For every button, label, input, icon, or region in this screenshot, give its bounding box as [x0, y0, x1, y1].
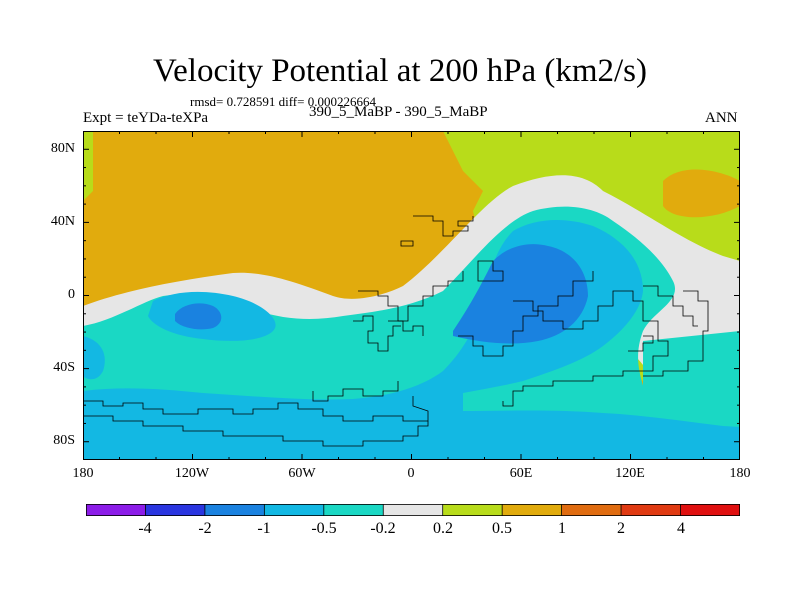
colorbar-box-gt-4 — [680, 504, 740, 516]
season-label: ANN — [705, 110, 738, 126]
coastline-2 — [83, 415, 429, 447]
coastline-7 — [400, 240, 414, 247]
x-tick-60w: 60W — [288, 466, 316, 481]
y-tick-40n: 40N — [50, 214, 75, 229]
plot-title: Velocity Potential at 200 hPa (km2/s) — [152, 53, 648, 89]
colorbar-label-n05: -0.5 — [311, 520, 337, 537]
y-tick-40s: 40S — [53, 360, 75, 375]
contour-map — [83, 131, 740, 460]
colorbar-box-n4-n2 — [145, 504, 205, 516]
tick-marks — [83, 131, 740, 460]
coastline-14 — [388, 271, 464, 322]
contour-band-n2-n1-sw — [175, 303, 222, 330]
y-tick-80s: 80S — [53, 433, 75, 448]
colorbar-box-05-1 — [502, 504, 562, 516]
colorbar-label-n2: -2 — [198, 520, 212, 537]
colorbar-label-02: 0.2 — [433, 520, 453, 537]
x-tick-120w: 120W — [174, 466, 210, 481]
colorbar — [86, 503, 741, 516]
case-label: 390_5_MaBP - 390_5_MaBP — [309, 104, 488, 120]
coastline-4 — [353, 315, 401, 352]
coastline-1 — [83, 396, 429, 422]
colorbar-label-4: 4 — [677, 520, 685, 537]
colorbar-box-lt-n4 — [86, 504, 146, 516]
contour-band-05-1-ne — [663, 169, 740, 218]
y-tick-80n: 80N — [50, 141, 75, 156]
contour-band-n2-n1-ne — [453, 244, 588, 344]
colorbar-label-n1: -1 — [257, 520, 271, 537]
coastline-10 — [458, 271, 594, 357]
colorbar-box-n05-n02 — [323, 504, 384, 516]
x-tick-180e: 180 — [729, 466, 751, 481]
stats-label: rmsd= 0.728591 diff= 0.000226664 — [190, 94, 376, 109]
colorbar-label-2: 2 — [617, 520, 625, 537]
experiment-label: Expt = teYDa-teXPa — [83, 110, 209, 126]
coastlines — [83, 215, 709, 447]
colorbar-box-n2-n1 — [204, 504, 265, 516]
coastline-6 — [413, 215, 474, 237]
colorbar-label-1: 1 — [558, 520, 566, 537]
colorbar-label-n4: -4 — [138, 520, 152, 537]
colorbar-label-n02: -0.2 — [370, 520, 396, 537]
colorbar-box-02-05 — [442, 504, 503, 516]
colorbar-label-05: 0.5 — [492, 520, 512, 537]
colorbar-box-1-2 — [561, 504, 622, 516]
x-tick-0: 0 — [407, 466, 415, 481]
x-tick-120e: 120E — [615, 466, 645, 481]
coastline-8 — [477, 260, 504, 282]
coastline-11 — [643, 285, 698, 327]
coastline-12 — [643, 290, 709, 377]
coastline-3 — [312, 381, 399, 402]
colorbar-box-2-4 — [621, 504, 681, 516]
contour-band-02-05-west — [83, 131, 93, 201]
x-tick-60e: 60E — [509, 466, 533, 481]
coastline-9 — [502, 290, 669, 407]
x-tick-180w: 180 — [72, 466, 94, 481]
colorbar-box-n1-n05 — [264, 504, 324, 516]
colorbar-box-n02-02 — [383, 504, 443, 516]
y-tick-0: 0 — [68, 287, 75, 302]
coastline-13 — [628, 335, 654, 352]
